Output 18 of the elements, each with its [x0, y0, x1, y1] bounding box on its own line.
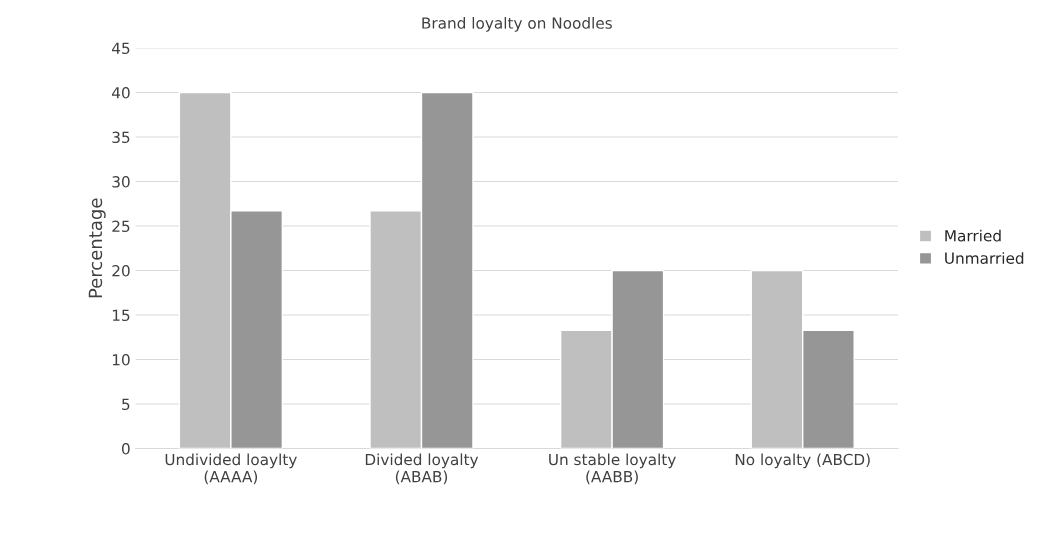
y-tick-label: 0 [121, 443, 130, 455]
x-tick-label: Divided loyalty (ABAB) [365, 453, 479, 485]
y-tick-label: 20 [112, 265, 130, 277]
y-tick-label: 30 [112, 176, 130, 188]
legend-label: Married [945, 229, 1001, 242]
y-tick-label: 25 [112, 220, 130, 233]
x-tick-label: Un stable loyalty (AABB) [549, 453, 676, 485]
y-tick-label: 45 [112, 42, 130, 55]
legend-label: Unmarried [945, 252, 1024, 264]
x-tick-label: Undivided loaylty (AAAA) [165, 453, 297, 485]
y-tick-label: 10 [112, 354, 130, 366]
y-tick-label: 35 [112, 131, 130, 144]
y-axis-title: Percentage [88, 198, 106, 298]
chart-title: Brand loyalty on Noodles [422, 17, 612, 32]
y-tick-label: 40 [112, 87, 130, 99]
x-tick-label: No loyalty (ABCD) [735, 453, 870, 469]
y-tick-label: 15 [112, 309, 130, 322]
y-tick-label: 5 [122, 398, 130, 411]
